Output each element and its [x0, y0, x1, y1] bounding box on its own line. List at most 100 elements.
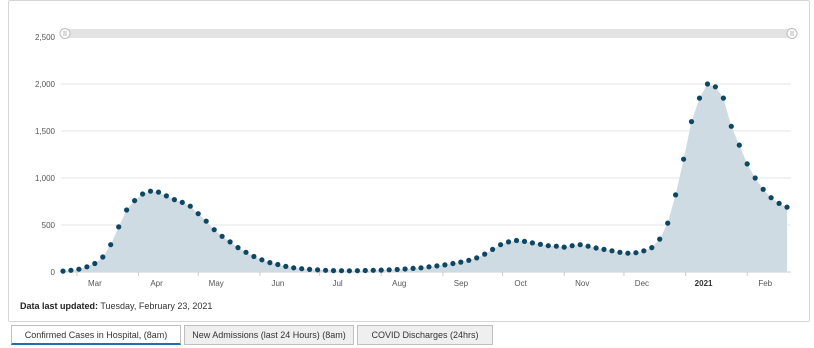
data-updated: Data last updated: Tuesday, February 23,… — [20, 301, 212, 311]
data-point — [768, 195, 774, 201]
data-point — [330, 268, 337, 274]
data-point — [179, 199, 185, 205]
data-point — [752, 175, 758, 181]
data-point — [490, 246, 496, 252]
data-point — [712, 84, 719, 90]
tab-confirmed-cases[interactable]: Confirmed Cases in Hospital, (8am) — [11, 325, 181, 345]
data-point — [116, 224, 122, 230]
data-point — [744, 161, 750, 167]
data-point — [108, 242, 114, 248]
data-point — [243, 249, 249, 255]
data-point — [577, 242, 583, 248]
y-tick-label: 1,000 — [35, 174, 56, 183]
data-point — [545, 243, 551, 249]
data-point — [299, 266, 305, 272]
data-point — [402, 266, 408, 272]
data-point — [227, 239, 233, 245]
data-point — [776, 200, 782, 206]
data-point — [386, 267, 392, 273]
x-tick-label: Sep — [454, 279, 469, 288]
data-point — [561, 244, 567, 250]
data-point — [203, 218, 209, 224]
data-point — [132, 198, 138, 204]
data-point — [219, 233, 225, 239]
data-point — [410, 265, 416, 271]
x-tick-label: Jul — [332, 279, 342, 288]
range-slider-track — [65, 29, 791, 38]
y-tick-label: 1,500 — [35, 127, 56, 136]
y-tick-label: 500 — [42, 221, 56, 230]
data-point — [593, 245, 599, 251]
data-point — [68, 267, 74, 273]
data-point — [426, 264, 432, 270]
data-point — [378, 267, 384, 273]
x-tick-label: Apr — [150, 279, 163, 288]
data-point — [633, 250, 639, 256]
data-point — [323, 267, 329, 273]
x-tick-label: Mar — [88, 279, 102, 288]
data-point — [760, 186, 766, 192]
data-point — [498, 242, 504, 248]
data-point — [728, 123, 734, 129]
data-point — [450, 260, 456, 267]
data-point — [267, 260, 273, 266]
data-point — [641, 248, 647, 254]
data-point — [665, 220, 671, 226]
data-point — [609, 248, 615, 254]
x-tick-label: 2021 — [695, 279, 713, 288]
data-point — [529, 240, 536, 246]
data-point — [442, 262, 448, 268]
data-point — [259, 257, 265, 263]
data-point — [736, 142, 742, 148]
tab-covid-discharges[interactable]: COVID Discharges (24hrs) — [357, 325, 493, 345]
updated-value: Tuesday, February 23, 2021 — [98, 301, 213, 311]
data-point — [147, 188, 154, 194]
data-point — [346, 268, 352, 274]
data-point — [681, 156, 687, 162]
data-point — [585, 243, 591, 249]
data-point — [100, 254, 106, 260]
data-point — [704, 81, 711, 87]
data-point — [394, 266, 400, 273]
x-tick-label: Aug — [392, 279, 406, 288]
data-point — [537, 241, 544, 247]
data-point — [283, 263, 289, 269]
data-point — [76, 266, 82, 272]
data-point — [649, 245, 655, 251]
x-tick-label: Dec — [635, 279, 649, 288]
tab-new-admissions[interactable]: New Admissions (last 24 Hours) (8am) — [184, 325, 354, 345]
updated-label: Data last updated: — [20, 301, 99, 311]
data-point — [657, 236, 663, 242]
data-point — [155, 189, 162, 195]
data-point — [84, 264, 90, 270]
data-point — [784, 204, 790, 210]
data-point — [251, 253, 257, 260]
y-tick-label: 2,500 — [35, 33, 56, 42]
data-point — [569, 243, 575, 249]
data-point — [458, 259, 464, 265]
data-point — [163, 193, 169, 199]
data-point — [474, 255, 480, 261]
y-tick-label: 0 — [51, 268, 56, 277]
data-point — [553, 243, 559, 249]
data-point — [315, 267, 321, 273]
data-point — [625, 250, 631, 256]
data-point — [505, 239, 512, 245]
range-slider-handle-left — [59, 28, 71, 39]
data-point — [513, 237, 520, 244]
data-point — [673, 192, 679, 198]
data-point — [171, 197, 177, 203]
x-tick-label: Jun — [271, 279, 284, 288]
y-tick-label: 2,000 — [35, 80, 56, 89]
data-point — [338, 268, 345, 274]
x-tick-label: May — [209, 279, 224, 288]
data-point — [466, 257, 472, 263]
data-point — [482, 251, 488, 257]
data-point — [187, 203, 193, 209]
data-point — [275, 261, 281, 268]
data-point — [696, 95, 703, 101]
data-point — [362, 267, 368, 274]
chart-svg: 0 500 1,000 1,500 2,000 2,500 Mar Apr May Jun Jul A… — [35, 28, 798, 288]
x-tick-label: Nov — [575, 279, 589, 288]
data-point — [354, 268, 360, 274]
